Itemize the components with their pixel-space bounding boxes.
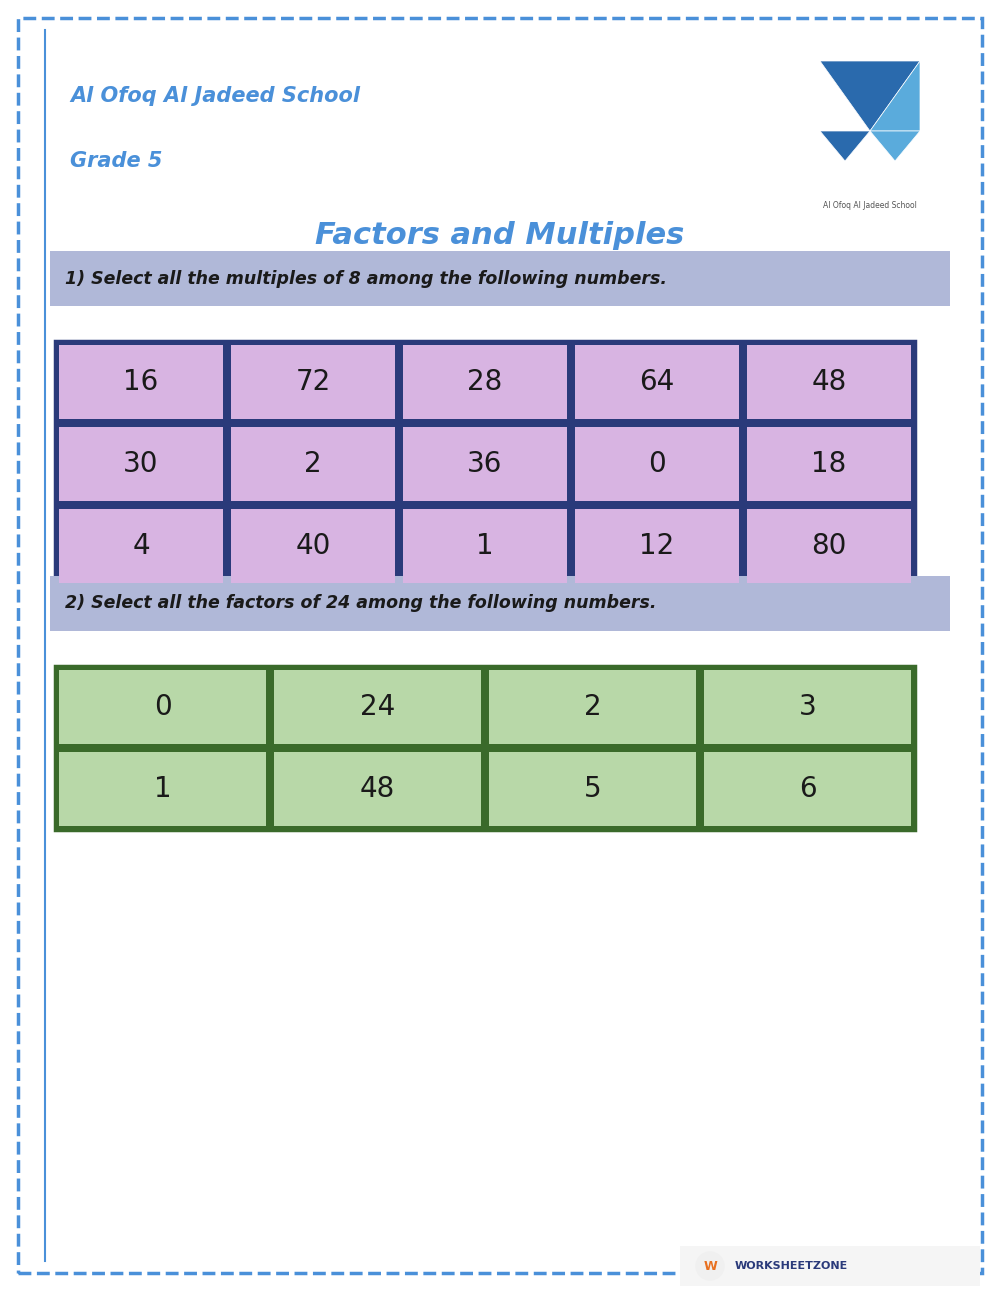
Text: 2) Select all the factors of 24 among the following numbers.: 2) Select all the factors of 24 among th… [65,594,656,612]
FancyBboxPatch shape [489,670,696,744]
FancyBboxPatch shape [50,576,950,631]
Text: Al Ofoq Al Jadeed School: Al Ofoq Al Jadeed School [823,201,917,210]
FancyBboxPatch shape [50,250,950,306]
Text: WORKSHEETZONE: WORKSHEETZONE [735,1261,848,1272]
Text: 1) Select all the multiples of 8 among the following numbers.: 1) Select all the multiples of 8 among t… [65,270,667,288]
FancyBboxPatch shape [274,670,481,744]
FancyBboxPatch shape [403,345,567,420]
FancyBboxPatch shape [489,751,696,826]
FancyBboxPatch shape [403,509,567,584]
FancyBboxPatch shape [704,670,911,744]
Text: 40: 40 [295,532,331,560]
Text: 2: 2 [304,451,322,478]
Text: 48: 48 [811,368,847,396]
FancyBboxPatch shape [747,345,911,420]
Polygon shape [870,130,920,161]
Text: 2: 2 [584,693,601,720]
Text: 72: 72 [295,368,331,396]
Text: 0: 0 [648,451,666,478]
FancyBboxPatch shape [575,509,739,584]
FancyBboxPatch shape [231,345,395,420]
FancyBboxPatch shape [274,751,481,826]
FancyBboxPatch shape [59,509,223,584]
Polygon shape [820,61,920,130]
Circle shape [696,1252,724,1279]
FancyBboxPatch shape [231,427,395,501]
Text: 1: 1 [476,532,494,560]
FancyBboxPatch shape [680,1246,980,1286]
Text: 12: 12 [639,532,675,560]
FancyBboxPatch shape [575,345,739,420]
Text: 0: 0 [154,693,171,720]
Polygon shape [820,130,870,161]
FancyBboxPatch shape [59,670,266,744]
FancyBboxPatch shape [704,751,911,826]
FancyBboxPatch shape [59,345,223,420]
FancyBboxPatch shape [747,509,911,584]
Text: 1: 1 [154,775,171,803]
FancyBboxPatch shape [18,18,982,1273]
Text: Factors and Multiples: Factors and Multiples [315,222,685,250]
FancyBboxPatch shape [59,751,266,826]
Text: 80: 80 [811,532,847,560]
Text: 28: 28 [467,368,503,396]
Text: Grade 5: Grade 5 [70,151,162,170]
Text: 4: 4 [132,532,150,560]
FancyBboxPatch shape [55,341,915,587]
Text: 48: 48 [360,775,395,803]
Polygon shape [870,61,920,130]
Text: 3: 3 [799,693,816,720]
FancyBboxPatch shape [55,666,915,830]
Text: W: W [703,1260,717,1273]
FancyBboxPatch shape [231,509,395,584]
Text: 36: 36 [467,451,503,478]
Text: 64: 64 [639,368,675,396]
FancyBboxPatch shape [747,427,911,501]
FancyBboxPatch shape [575,427,739,501]
Text: 24: 24 [360,693,395,720]
Text: 30: 30 [123,451,159,478]
FancyBboxPatch shape [59,427,223,501]
Text: 5: 5 [584,775,601,803]
FancyBboxPatch shape [403,427,567,501]
Text: 16: 16 [123,368,159,396]
Text: Al Ofoq Al Jadeed School: Al Ofoq Al Jadeed School [70,86,360,106]
Text: 18: 18 [811,451,847,478]
Text: 6: 6 [799,775,816,803]
